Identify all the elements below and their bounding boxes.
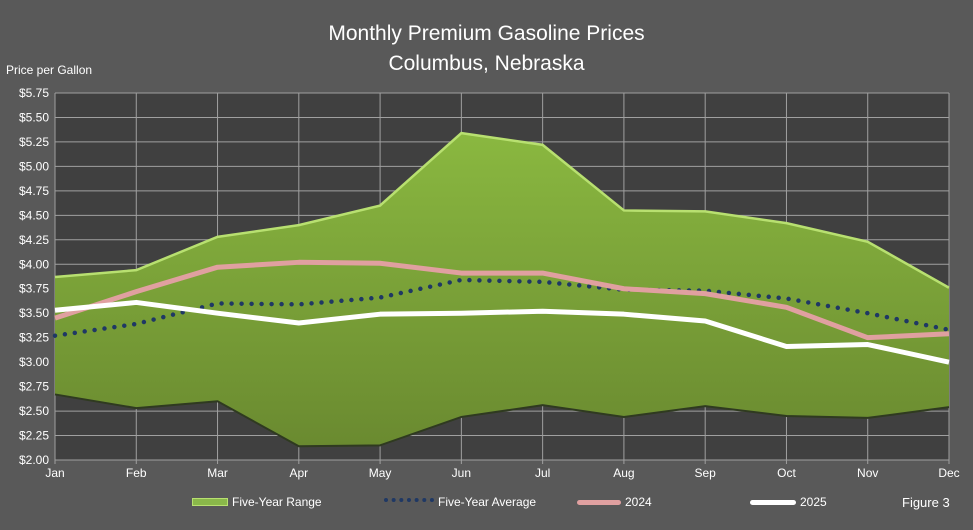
y-tick-label: $3.50 <box>19 306 49 320</box>
y-tick-label: $4.00 <box>19 257 49 271</box>
x-tick-label: May <box>369 466 392 480</box>
five-year-range-low-edge <box>54 393 950 448</box>
x-tick-label: Aug <box>613 466 634 480</box>
figure-label: Figure 3 <box>902 495 950 510</box>
legend-item-range: Five-Year Range <box>192 495 322 509</box>
five-year-range-high-edge <box>54 131 950 289</box>
x-tick-label: Oct <box>777 466 796 480</box>
y-tick-label: $5.50 <box>19 110 49 124</box>
x-tick-label: Apr <box>289 466 308 480</box>
legend-item-2024: 2024 <box>577 495 652 509</box>
legend-label: 2025 <box>800 495 827 509</box>
y-tick-label: $2.00 <box>19 453 49 467</box>
y-tick-label: $3.75 <box>19 282 49 296</box>
x-tick-label: Mar <box>207 466 228 480</box>
y-tick-label: $2.50 <box>19 404 49 418</box>
y-tick-label: $3.25 <box>19 331 49 345</box>
legend-item-average: Five-Year Average <box>384 495 536 509</box>
x-tick-label: Jun <box>452 466 471 480</box>
x-tick-label: Jan <box>45 466 64 480</box>
legend-label: Five-Year Average <box>438 495 537 509</box>
legend-swatch-range <box>192 498 228 506</box>
x-tick-label: Feb <box>126 466 147 480</box>
y-tick-label: $5.75 <box>19 86 49 100</box>
y-tick-label: $5.25 <box>19 135 49 149</box>
legend-item-2025: 2025 <box>750 495 827 509</box>
x-tick-label: Dec <box>938 466 959 480</box>
x-tick-label: Nov <box>857 466 878 480</box>
series-line-2024 <box>54 259 950 341</box>
y-axis-label: Price per Gallon <box>6 63 93 77</box>
x-tick-label: Jul <box>535 466 550 480</box>
chart-title: Monthly Premium Gasoline Prices <box>328 22 645 45</box>
series-line-2025 <box>54 299 950 365</box>
x-tick-label: Sep <box>695 466 717 480</box>
y-tick-label: $3.00 <box>19 355 49 369</box>
legend-label: 2024 <box>625 495 652 509</box>
y-tick-label: $4.75 <box>19 184 49 198</box>
y-tick-label: $4.25 <box>19 233 49 247</box>
five-year-range-area <box>55 133 949 447</box>
y-tick-label: $4.50 <box>19 208 49 222</box>
y-tick-label: $2.75 <box>19 380 49 394</box>
legend-swatch-average <box>384 498 434 506</box>
legend-label: Five-Year Range <box>232 495 322 509</box>
y-tick-label: $5.00 <box>19 159 49 173</box>
series-line-five-year-average <box>52 277 952 338</box>
legend-swatch-2025 <box>750 499 796 505</box>
chart-subtitle: Columbus, Nebraska <box>388 52 585 75</box>
legend-swatch-2024 <box>577 499 621 505</box>
y-tick-label: $2.25 <box>19 429 49 443</box>
